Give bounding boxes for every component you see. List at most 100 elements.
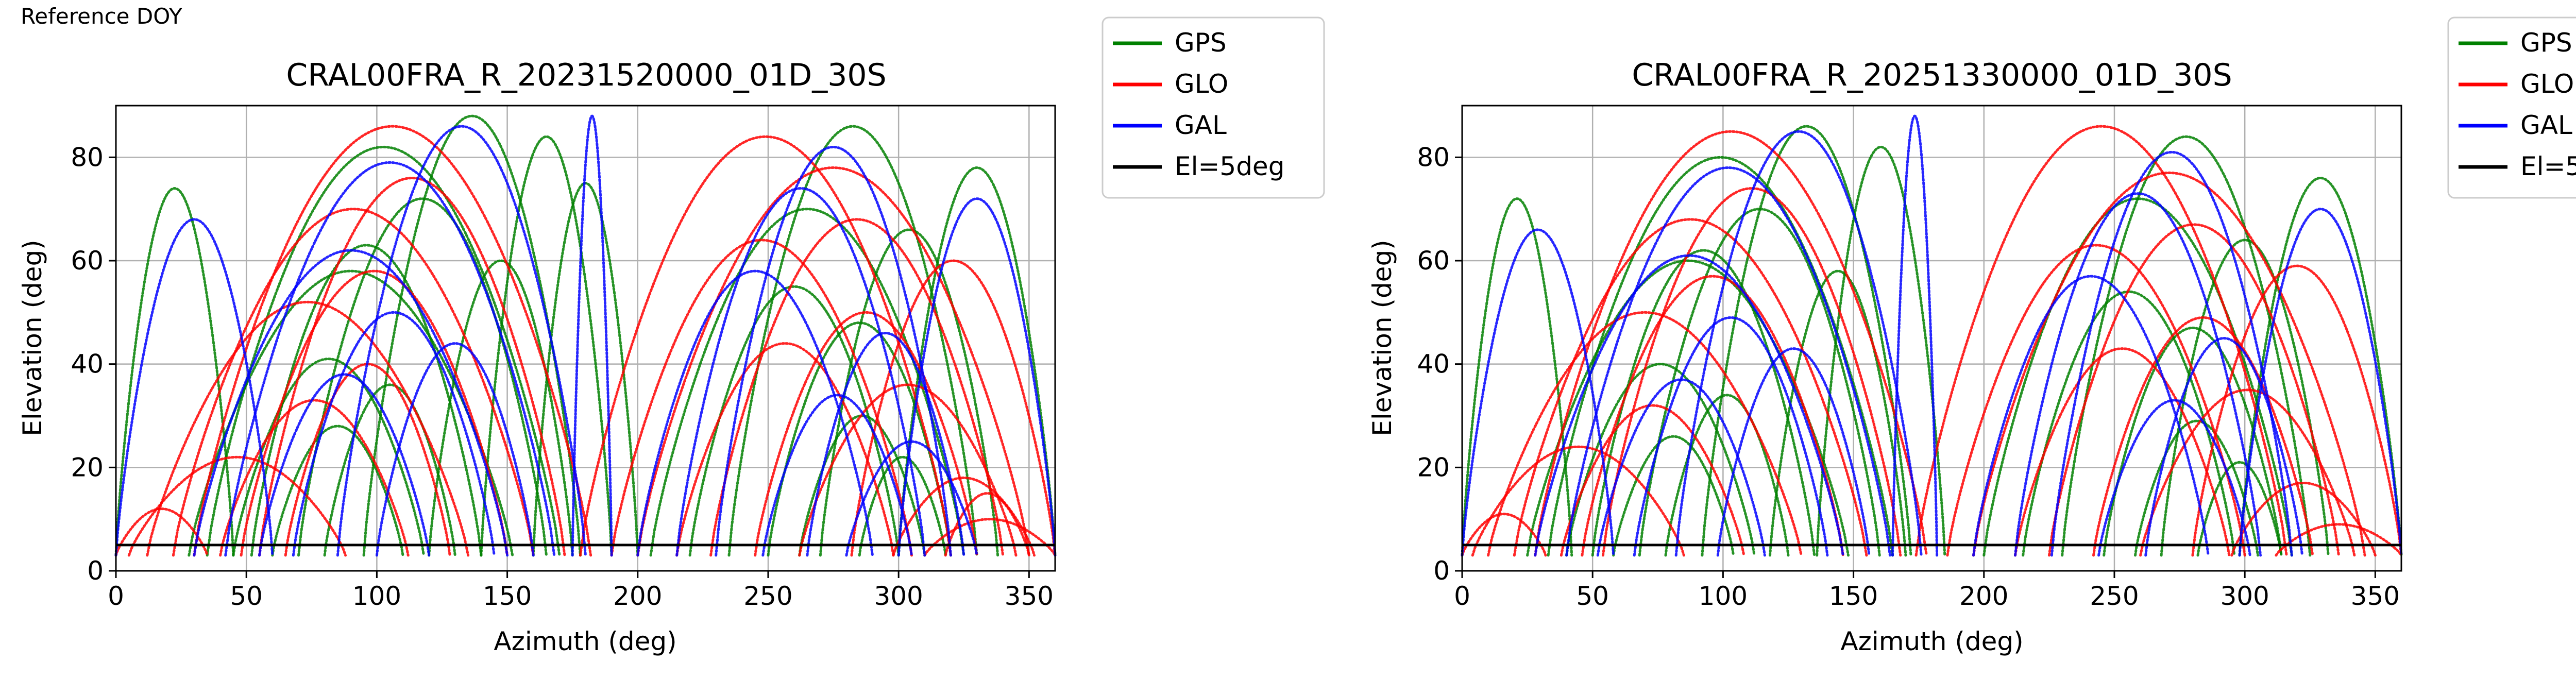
y-tick-label: 40 [71,349,104,379]
satellite-pass [292,311,496,557]
satellite-pass [1674,130,1923,557]
satellite-pass [1769,269,1907,557]
legend-label-cutoff-1: El=5deg [1175,151,1284,181]
satellite-pass [636,166,1030,557]
satellite-pass [715,145,952,557]
chart-title-1: CRAL00FRA_R_20231520000_01D_30S [286,57,886,93]
satellite-pass [323,383,456,557]
y-ticks-2: 0 20 40 60 80 [1417,142,1462,586]
satellite-pass [675,342,895,557]
satellite-pass [206,145,561,557]
x-tick-label: 200 [1959,581,2008,611]
satellite-pass [2134,419,2259,557]
series-gps [1461,125,2403,557]
legend-label-glo-1: GLO [1175,69,1228,99]
satellite-pass [1591,249,1816,557]
y-ticks-1: 0 20 40 60 80 [71,142,116,586]
satellite-pass [1534,130,1928,557]
satellite-pass [1891,114,1939,557]
satellite-pass [1816,145,1946,557]
satellite-pass [193,249,509,557]
x-ticks-2: 0 50 100 150 200 250 300 350 [1454,571,2400,611]
satellite-pass [271,425,404,557]
legend-1: GPS GLO GAL El=5deg [1101,16,1325,199]
legend-label-cutoff-2: El=5deg [2520,151,2576,181]
x-tick-label: 300 [2220,581,2269,611]
satellite-pass [923,518,1057,557]
satellite-pass [258,373,431,557]
satellite-pass [2103,326,2283,557]
satellite-pass [2014,192,2262,557]
satellite-pass [1461,513,1547,557]
satellite-pass [127,455,347,557]
satellite-pass [336,125,587,557]
satellite-pass [1565,363,1756,557]
x-tick-label: 100 [352,581,401,611]
x-tick-label: 0 [108,581,124,611]
satellite-pass [1513,218,1868,557]
legend-frame-1 [1101,16,1325,199]
satellite-pass [1581,275,1844,557]
legend-label-gal-2: GAL [2520,110,2572,140]
chart-marks-1 [114,114,1057,557]
figure-caption: Reference DOY [21,4,182,29]
satellite-pass [1612,435,1735,557]
satellite-pass [845,440,978,557]
x-tick-label: 250 [2090,581,2139,611]
satellite-pass [2061,135,2312,557]
x-tick-label: 350 [2351,581,2400,611]
satellite-pass [2275,523,2403,557]
y-tick-label: 20 [1417,452,1450,482]
y-tick-label: 60 [71,246,104,276]
satellite-pass [224,161,556,557]
y-tick-label: 20 [71,452,104,482]
satellite-pass [636,269,874,557]
legend-label-gps-1: GPS [1175,28,1227,58]
legend-label-glo-2: GLO [2520,69,2574,99]
satellite-pass [850,259,1057,557]
chart-marks-2 [1461,114,2403,557]
satellite-pass [2097,399,2251,557]
satellite-pass [1716,347,1871,557]
satellite-pass [1461,228,1615,557]
y-tick-label: 40 [1417,349,1450,379]
plot-frame-2 [1461,105,2402,572]
chart-panel-2: CRAL00FRA_R_20251330000_01D_30S 0 50 100 15… [1367,16,2576,656]
legend-frame-2 [2447,16,2576,199]
y-tick-label: 80 [1417,142,1450,172]
satellite-pass [2191,264,2403,557]
satellite-pass [1914,125,2288,557]
x-tick-label: 150 [1829,581,1878,611]
satellite-pass [2050,150,2293,557]
satellite-pass [1461,197,1573,557]
series-gal [1461,114,2403,557]
satellite-pass [571,114,613,557]
satellite-pass [480,135,613,557]
satellite-pass [2014,347,2231,557]
satellite-pass [858,455,947,557]
satellite-pass [819,228,999,557]
satellite-pass [798,383,1018,557]
satellite-pass [2139,388,2356,557]
satellite-pass [897,166,1057,557]
satellite-pass [2092,316,2314,557]
chart-title-2: CRAL00FRA_R_20251330000_01D_30S [1632,57,2232,93]
satellite-pass [1972,275,2210,557]
legend-label-gal-1: GAL [1175,110,1227,140]
satellite-pass [1972,171,2366,557]
x-tick-label: 300 [874,581,923,611]
satellite-pass [146,300,470,557]
satellite-pass [709,218,1005,557]
x-ticks-1: 0 50 100 150 200 250 300 350 [108,571,1054,611]
series-gal [114,114,1057,557]
satellite-pass [114,507,209,557]
satellite-pass [2047,223,2340,557]
legend-label-gps-2: GPS [2520,28,2572,58]
x-tick-label: 0 [1454,581,1470,611]
satellite-pass [675,187,926,557]
satellite-pass [1664,394,1790,557]
x-tick-label: 50 [230,581,263,611]
satellite-pass [806,331,965,557]
satellite-pass [754,311,978,557]
satellite-pass [2238,176,2403,557]
